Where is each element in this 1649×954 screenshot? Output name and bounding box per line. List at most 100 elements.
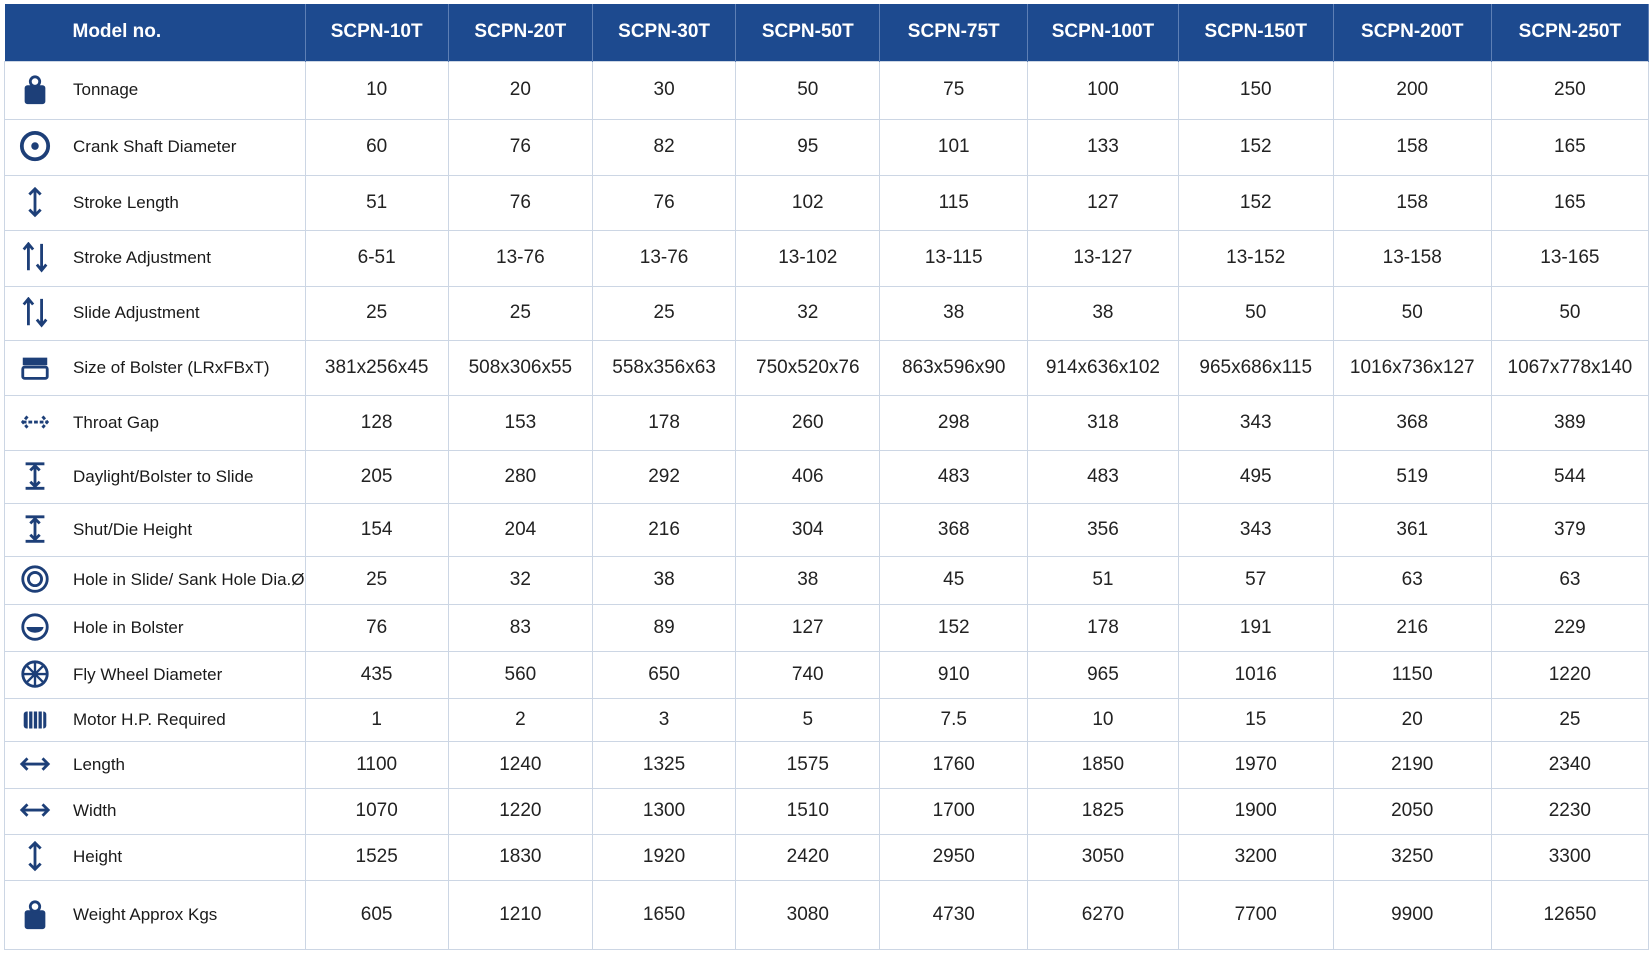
- cell: 13-127: [1027, 229, 1179, 287]
- cell: 30: [591, 60, 737, 120]
- row-label: Length: [4, 740, 306, 789]
- row-label: Stroke Adjustment: [4, 229, 306, 287]
- table-row: Stroke Adjustment 6-51 13-76 13-76 13-102 13-…: [4, 229, 1649, 287]
- cell: 558x356x63: [591, 339, 737, 396]
- cell: 150: [1177, 60, 1334, 120]
- cell: 13-76: [591, 229, 737, 287]
- row-label: Motor H.P. Required: [4, 697, 306, 742]
- table-row: Width 1070 1220 1300 1510 1700 1825 1900 2050 223…: [4, 787, 1649, 835]
- table-row: Hole in Bolster 76 83 89 127 152 178 191 216 229: [4, 603, 1649, 652]
- cell: 13-152: [1177, 229, 1334, 287]
- column-header: SCPN-30T: [592, 4, 737, 61]
- cell: 153: [447, 394, 593, 451]
- table-row: Tonnage 10 20 30 50 75 100 150 200 250: [4, 60, 1649, 120]
- cell: 1016x736x127: [1332, 339, 1492, 396]
- cell: 102: [735, 174, 881, 231]
- row-icon: [20, 415, 50, 429]
- row-icon: [28, 186, 42, 217]
- cell: 4730: [879, 879, 1029, 950]
- cell: 12650: [1490, 879, 1649, 950]
- row-icon: [25, 514, 45, 543]
- row-label: Tonnage: [4, 60, 306, 120]
- table-row: Slide Adjustment 25 25 25 32 38 38 50 50 50: [4, 285, 1649, 341]
- row-label: Fly Wheel Diameter: [4, 650, 306, 699]
- cell: 863x596x90: [879, 339, 1029, 396]
- cell: 1067x778x140: [1490, 339, 1649, 396]
- cell: 158: [1332, 118, 1492, 176]
- column-header: SCPN-75T: [879, 4, 1029, 61]
- cell: 1525: [304, 833, 449, 881]
- cell: 178: [1027, 603, 1179, 652]
- cell: 1510: [735, 787, 881, 835]
- column-header: SCPN-200T: [1333, 4, 1492, 61]
- table-row: Motor H.P. Required 1 2 3 5 7.5 10 15 20 25: [4, 697, 1649, 742]
- table-row: Size of Bolster (LRxFBxT) 381x256x45 508x3…: [4, 339, 1649, 396]
- cell: 45: [879, 555, 1029, 605]
- row-icon: [19, 803, 51, 817]
- table-body: Tonnage 10 20 30 50 75 100 150 200 250 Crank Shaft…: [4, 60, 1649, 950]
- cell: 343: [1177, 502, 1334, 557]
- cell: 13-158: [1332, 229, 1492, 287]
- cell: 13-165: [1490, 229, 1649, 287]
- row-icon: [23, 711, 47, 728]
- table-row: Length 1100 1240 1325 1575 1760 1850 1970 2190 23…: [4, 740, 1649, 789]
- cell: 1970: [1177, 740, 1334, 789]
- cell: 343: [1177, 394, 1334, 451]
- cell: 1220: [447, 787, 593, 835]
- cell: 1920: [591, 833, 737, 881]
- row-label: Height: [4, 833, 306, 881]
- table-row: Crank Shaft Diameter 60 76 82 95 101 133 152 158…: [4, 118, 1649, 176]
- cell: 51: [304, 174, 449, 231]
- cell: 32: [735, 285, 881, 341]
- column-header: SCPN-50T: [735, 4, 881, 61]
- cell: 57: [1177, 555, 1334, 605]
- cell: 740: [735, 650, 881, 699]
- cell: 1300: [591, 787, 737, 835]
- cell: 13-76: [447, 229, 593, 287]
- cell: 10: [1027, 697, 1179, 742]
- row-label: Throat Gap: [4, 394, 306, 451]
- row-label: Stroke Length: [4, 174, 306, 231]
- cell: 25: [304, 285, 449, 341]
- cell: 368: [1332, 394, 1492, 451]
- cell: 435: [304, 650, 449, 699]
- cell: 1210: [447, 879, 593, 950]
- cell: 1220: [1490, 650, 1649, 699]
- row-icon: [22, 297, 48, 328]
- cell: 127: [1027, 174, 1179, 231]
- cell: 3080: [735, 879, 881, 950]
- header-row: Model no. SCPN-10T SCPN-20T SCPN-30T SCPN-50…: [4, 4, 1649, 61]
- cell: 292: [591, 449, 737, 504]
- cell: 379: [1490, 502, 1649, 557]
- cell: 605: [304, 879, 449, 950]
- cell: 25: [447, 285, 593, 341]
- cell: 63: [1332, 555, 1492, 605]
- cell: 1700: [879, 787, 1029, 835]
- cell: 60: [304, 118, 449, 176]
- cell: 965x686x115: [1177, 339, 1334, 396]
- cell: 560: [447, 650, 593, 699]
- cell: 158: [1332, 174, 1492, 231]
- cell: 304: [735, 502, 881, 557]
- cell: 2190: [1332, 740, 1492, 789]
- cell: 75: [879, 60, 1029, 120]
- cell: 152: [1177, 118, 1334, 176]
- cell: 260: [735, 394, 881, 451]
- cell: 13-115: [879, 229, 1029, 287]
- cell: 191: [1177, 603, 1334, 652]
- cell: 165: [1490, 118, 1649, 176]
- cell: 13-102: [735, 229, 881, 287]
- cell: 51: [1027, 555, 1179, 605]
- table-row: Shut/Die Height 154 204 216 304 368 356 343 361 3…: [4, 502, 1649, 557]
- cell: 7700: [1177, 879, 1334, 950]
- cell: 128: [304, 394, 449, 451]
- cell: 216: [591, 502, 737, 557]
- cell: 6-51: [304, 229, 449, 287]
- cell: 544: [1490, 449, 1649, 504]
- cell: 381x256x45: [304, 339, 449, 396]
- cell: 204: [447, 502, 593, 557]
- cell: 2420: [735, 833, 881, 881]
- cell: 178: [591, 394, 737, 451]
- row-icon: [24, 75, 46, 105]
